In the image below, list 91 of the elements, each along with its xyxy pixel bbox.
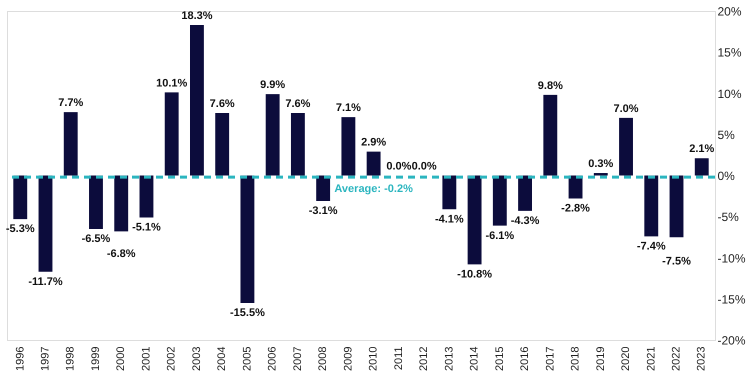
data-label: -7.4% [636, 240, 666, 252]
x-tick-label: 2006 [266, 346, 279, 371]
data-label: -5.1% [132, 222, 162, 234]
data-label: 7.0% [613, 102, 639, 115]
data-label: 0.3% [588, 158, 614, 170]
data-label: 7.7% [58, 97, 84, 110]
bar [266, 94, 280, 176]
data-label: 7.6% [210, 98, 235, 110]
y-tick-label: -10% [718, 251, 746, 266]
bar [543, 94, 558, 176]
x-tick-label: 2020 [620, 346, 632, 371]
y-tick-label: 0% [718, 169, 736, 183]
ref-line-label: Average: -0.2% [334, 183, 414, 196]
data-label: 2.9% [361, 136, 386, 149]
bar [518, 176, 532, 211]
data-label: -5.3% [6, 223, 35, 236]
bar [366, 152, 381, 176]
bar [89, 176, 103, 229]
x-tick-label: 2004 [216, 346, 228, 371]
data-label: -2.8% [561, 202, 590, 215]
x-tick-label: 2022 [670, 346, 683, 371]
y-tick-label: 15% [718, 46, 742, 60]
y-tick-label: 5% [718, 128, 736, 142]
x-tick-label: 2008 [317, 346, 330, 371]
x-tick-label: 2017 [544, 346, 556, 371]
data-label: -10.8% [457, 268, 492, 280]
x-tick-label: 2011 [392, 346, 405, 370]
x-tick-label: 2003 [190, 346, 203, 371]
bar [140, 176, 154, 218]
data-label: -3.1% [308, 205, 338, 218]
x-tick-label: 2009 [342, 346, 354, 371]
x-tick-label: 2000 [115, 346, 128, 371]
x-tick-label: 2012 [418, 346, 430, 371]
y-tick-label: 10% [718, 86, 742, 101]
data-label: 7.6% [285, 98, 311, 110]
x-tick-label: 2002 [166, 346, 178, 371]
data-label: -6.8% [106, 248, 136, 260]
bar [468, 176, 482, 264]
bar [164, 92, 179, 176]
bar [13, 176, 28, 220]
data-label: 2.1% [689, 143, 714, 156]
bar [492, 176, 507, 226]
data-label: -15.5% [230, 307, 266, 320]
data-label: -4.3% [510, 214, 540, 227]
bar [240, 176, 254, 303]
bar [694, 158, 709, 176]
data-label: -4.1% [434, 213, 464, 226]
data-label: 10.1% [156, 77, 188, 90]
x-tick-label: 2018 [570, 346, 582, 371]
data-label: 7.1% [336, 102, 362, 114]
x-tick-label: 2005 [241, 346, 254, 371]
x-tick-label: 2001 [140, 346, 152, 371]
bar [644, 176, 658, 236]
data-label: 9.8% [538, 80, 564, 92]
x-tick-label: 2007 [292, 346, 304, 371]
bar [442, 176, 456, 210]
y-tick-label: 20% [718, 4, 742, 18]
x-tick-label: 2021 [645, 346, 658, 371]
bar [670, 176, 684, 238]
x-tick-label: 2016 [519, 346, 532, 371]
data-label: 0.0% [412, 160, 437, 172]
data-label: -6.1% [485, 230, 514, 242]
bar [290, 112, 305, 176]
data-label: 18.3% [181, 10, 213, 22]
bar [215, 112, 230, 176]
x-tick-label: 2015 [494, 346, 506, 371]
bar [114, 176, 128, 232]
x-tick-label: 2019 [594, 346, 607, 371]
bar [316, 176, 330, 201]
bar [619, 118, 633, 176]
bar [38, 176, 52, 272]
data-label: -6.5% [82, 233, 111, 246]
x-tick-label: 1997 [39, 346, 52, 371]
y-tick-label: -15% [718, 292, 746, 306]
x-tick-label: 1998 [64, 346, 77, 371]
y-tick-label: -20% [718, 334, 746, 348]
data-label: -11.7% [28, 276, 63, 288]
x-tick-label: 2023 [696, 346, 708, 371]
bar [568, 176, 582, 199]
x-tick-label: 2010 [368, 346, 380, 371]
x-tick-label: 1999 [90, 346, 102, 371]
x-tick-label: 2014 [468, 346, 481, 371]
bar [190, 24, 204, 176]
x-tick-label: 2013 [443, 346, 456, 371]
bar [341, 117, 356, 176]
y-tick-label: -5% [718, 210, 740, 224]
data-label: 0.0% [386, 160, 412, 172]
x-tick-label: 1996 [14, 346, 26, 371]
data-label: 9.9% [260, 79, 286, 92]
data-label: -7.5% [662, 255, 692, 268]
bar [64, 112, 78, 176]
